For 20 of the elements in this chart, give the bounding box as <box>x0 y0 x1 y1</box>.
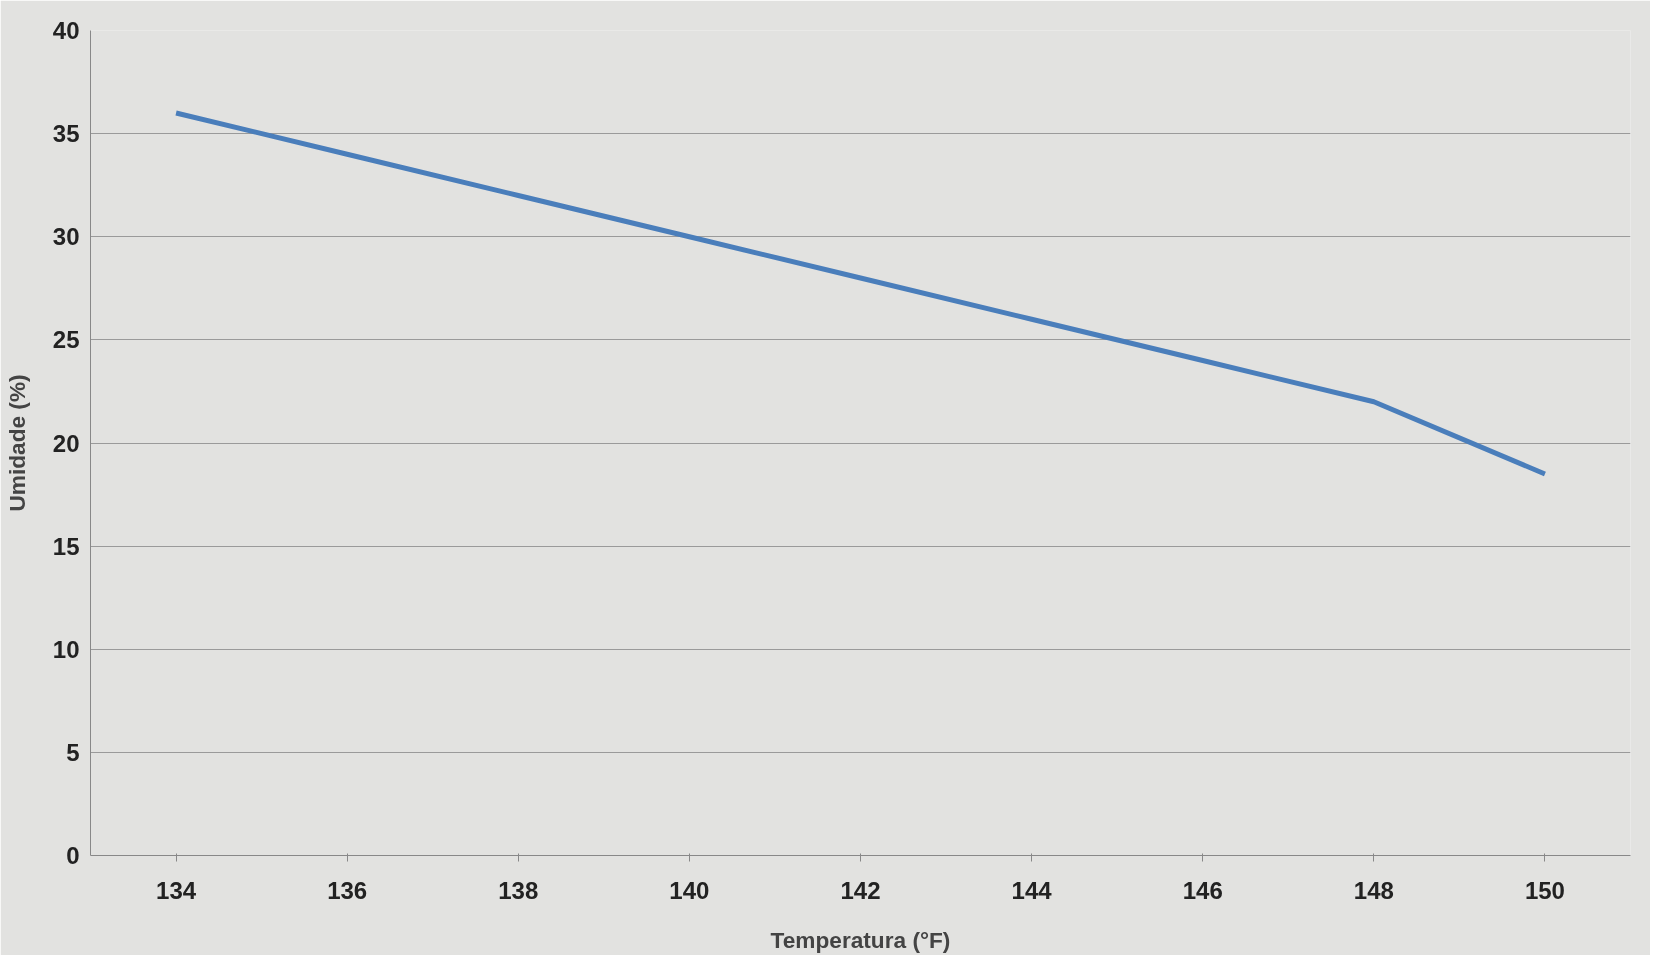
x-tick-label: 144 <box>1011 876 1053 904</box>
x-axis-title: Temperatura (°F) <box>770 926 951 953</box>
y-tick-label: 30 <box>52 223 80 251</box>
x-tick-label: 146 <box>1182 876 1223 904</box>
y-tick-label: 35 <box>52 120 80 148</box>
x-tick-label: 142 <box>840 876 881 904</box>
x-tick-label: 134 <box>156 876 197 904</box>
y-tick-label: 10 <box>52 635 80 663</box>
y-tick-label: 40 <box>52 17 80 44</box>
y-tick-label: 20 <box>52 429 80 457</box>
x-tick-label: 148 <box>1353 876 1394 904</box>
y-tick-label: 25 <box>52 326 80 354</box>
x-tick-label: 136 <box>327 876 368 904</box>
x-tick-label: 140 <box>669 876 710 904</box>
y-axis-title: Umidade (%) <box>3 374 30 512</box>
y-tick-label: 5 <box>66 738 80 766</box>
y-tick-label: 0 <box>66 842 80 869</box>
x-tick-label: 138 <box>498 876 539 904</box>
x-tick-label: 150 <box>1524 876 1565 904</box>
y-tick-label: 15 <box>52 532 80 560</box>
